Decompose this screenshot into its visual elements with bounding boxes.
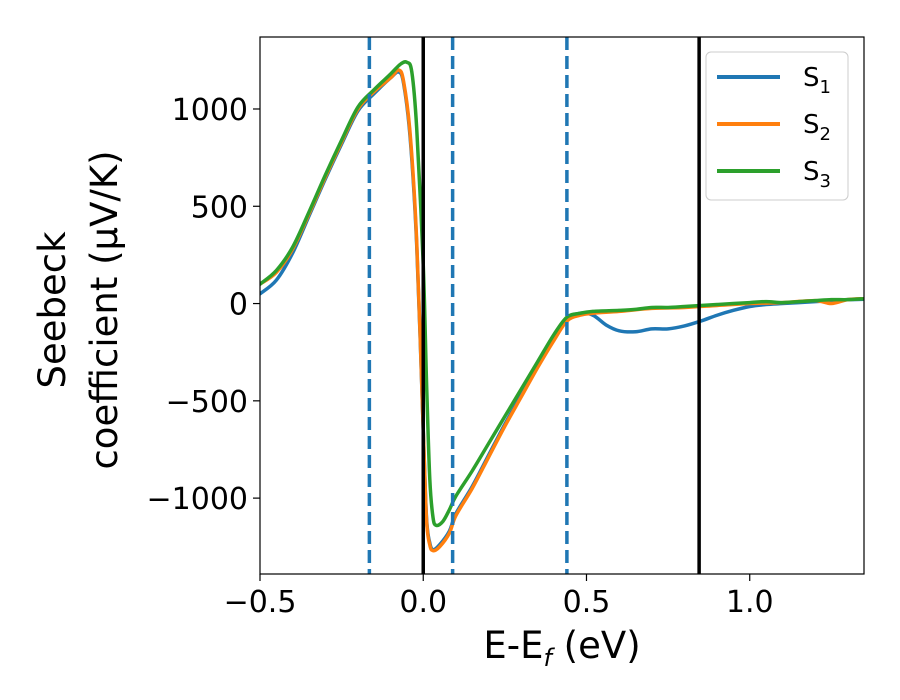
series-line-s3 <box>260 60 864 528</box>
x-tick-label: 0.5 <box>563 585 611 620</box>
legend-label-s3: S3 <box>803 157 831 192</box>
legend: S1 S2 S3 <box>705 51 849 201</box>
y-axis-label-line2: coefficient (μV/K) <box>83 150 126 469</box>
x-axis-label: E-Ef (eV) <box>483 624 640 672</box>
plot-frame <box>259 36 865 575</box>
y-tick-label: 0 <box>229 288 248 323</box>
y-tick-label: −1000 <box>147 482 248 517</box>
x-axis-ticks: −0.5 0.0 0.5 1.0 <box>224 574 774 620</box>
x-tick-label: 1.0 <box>726 585 774 620</box>
x-tick-label: −0.5 <box>224 585 297 620</box>
vertical-lines-layer <box>367 37 701 574</box>
x-tick-label: 0.0 <box>399 585 447 620</box>
legend-label-s1: S1 <box>803 63 831 98</box>
y-tick-label: 1000 <box>172 93 248 128</box>
y-axis-label-line1: Seebeck <box>31 231 74 389</box>
y-axis-ticks: 1000 500 0 −500 −1000 <box>147 93 260 517</box>
y-axis-label: Seebeck coefficient (μV/K) <box>31 150 126 469</box>
legend-label-s2: S2 <box>803 110 831 145</box>
y-tick-label: 500 <box>191 190 248 225</box>
y-tick-label: −500 <box>166 385 248 420</box>
